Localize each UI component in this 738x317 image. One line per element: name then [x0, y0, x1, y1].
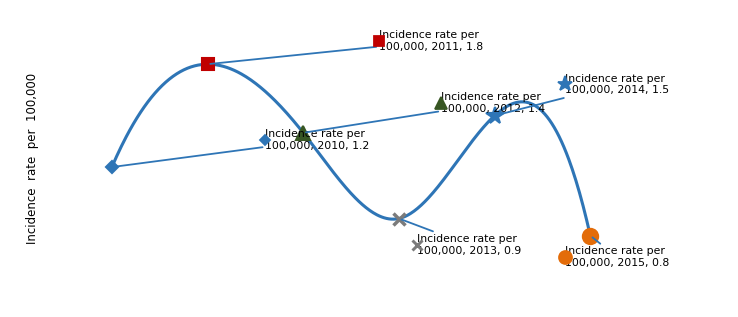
Text: Incidence rate per
100,000, 2012, 1.4: Incidence rate per 100,000, 2012, 1.4 [306, 92, 545, 132]
Text: Incidence rate per
100,000, 2010, 1.2: Incidence rate per 100,000, 2010, 1.2 [114, 129, 370, 167]
Text: Incidence rate per
100,000, 2013, 0.9: Incidence rate per 100,000, 2013, 0.9 [401, 219, 521, 256]
Y-axis label: Incidence  rate  per  100,000: Incidence rate per 100,000 [27, 73, 39, 244]
Text: Incidence rate per
100,000, 2014, 1.5: Incidence rate per 100,000, 2014, 1.5 [497, 74, 669, 115]
Text: Incidence rate per
100,000, 2015, 0.8: Incidence rate per 100,000, 2015, 0.8 [565, 237, 669, 268]
Text: Incidence rate per
100,000, 2011, 1.8: Incidence rate per 100,000, 2011, 1.8 [210, 30, 483, 64]
